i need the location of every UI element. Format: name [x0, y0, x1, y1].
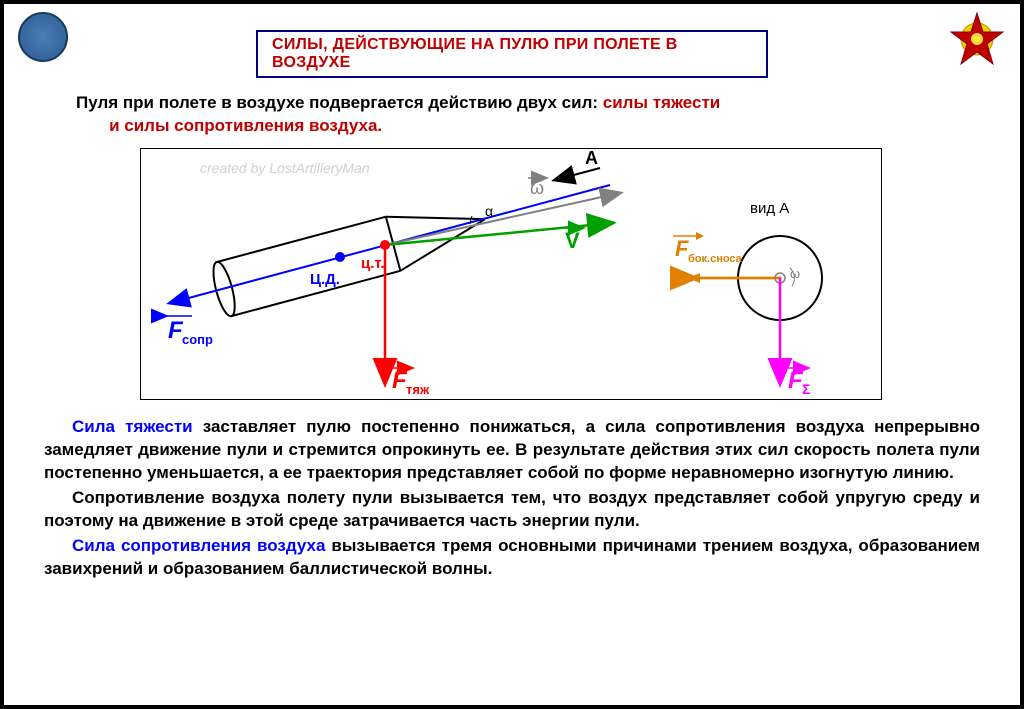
emblem-left-icon	[18, 12, 68, 62]
p1-lead: Сила тяжести	[72, 417, 193, 436]
center-of-pressure-dot	[335, 252, 345, 262]
physics-diagram: A α ω V Ц.Д. ц.т. F сопр F тяж вид А ω F…	[140, 148, 882, 400]
border-right	[1020, 0, 1024, 709]
label-alpha: α	[485, 203, 493, 219]
label-cd: Ц.Д.	[310, 271, 340, 288]
svg-text:сопр: сопр	[182, 332, 213, 347]
paragraph-3: Сила сопротивления воздуха вызывается тр…	[44, 535, 980, 581]
explanation-paragraphs: Сила тяжести заставляет пулю постепенно …	[44, 416, 980, 583]
border-bottom	[0, 705, 1024, 709]
omega-vector	[385, 193, 620, 245]
svg-text:ω: ω	[790, 266, 800, 281]
label-omega: ω	[530, 178, 544, 198]
label-Fbok: F	[675, 236, 689, 261]
paragraph-1: Сила тяжести заставляет пулю постепенно …	[44, 416, 980, 485]
intro-part1: Пуля при полете в воздухе подвергается д…	[76, 93, 603, 112]
emblem-right-star-icon	[948, 10, 1006, 68]
paragraph-2: Сопротивление воздуха полету пули вызыва…	[44, 487, 980, 533]
watermark-text: created by LostArtilleryMan	[200, 160, 370, 176]
label-ct: ц.т.	[361, 255, 385, 272]
slide-title-text: СИЛЫ, ДЕЙСТВУЮЩИЕ НА ПУЛЮ ПРИ ПОЛЕТЕ В В…	[272, 36, 678, 71]
intro-paragraph: Пуля при полете в воздухе подвергается д…	[76, 92, 984, 138]
svg-text:Σ: Σ	[802, 381, 810, 397]
label-A: A	[585, 148, 598, 168]
p3-lead: Сила сопротивления воздуха	[72, 536, 325, 555]
svg-text:бок.сноса: бок.сноса	[688, 253, 743, 265]
label-vidA: вид А	[750, 200, 789, 217]
A-direction-arrow	[555, 168, 600, 180]
border-top	[0, 0, 1024, 4]
svg-text:тяж: тяж	[406, 382, 430, 397]
intro-red1: силы тяжести	[603, 93, 720, 112]
slide-title: СИЛЫ, ДЕЙСТВУЮЩИЕ НА ПУЛЮ ПРИ ПОЛЕТЕ В В…	[256, 30, 768, 78]
intro-red2: и силы сопротивления воздуха.	[109, 116, 382, 135]
label-V: V	[565, 228, 580, 253]
border-left	[0, 0, 4, 709]
